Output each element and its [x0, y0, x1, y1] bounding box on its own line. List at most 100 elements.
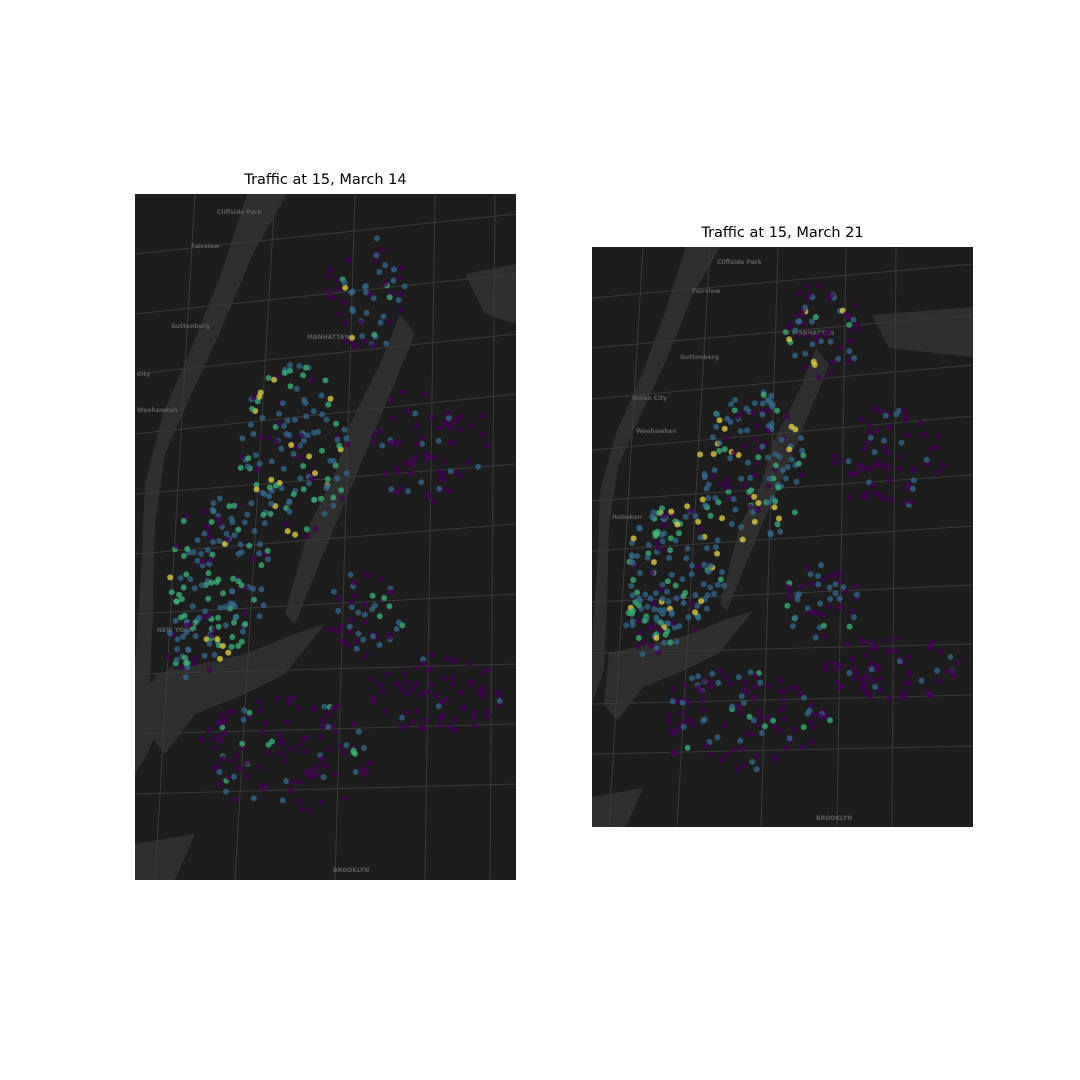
traffic-point — [727, 455, 734, 462]
traffic-point — [228, 643, 235, 650]
traffic-point — [377, 319, 384, 326]
traffic-point — [661, 513, 668, 520]
traffic-point — [701, 716, 708, 723]
traffic-point — [628, 552, 635, 559]
traffic-point — [389, 415, 396, 422]
traffic-point — [928, 445, 935, 452]
traffic-point — [407, 470, 414, 477]
traffic-point — [699, 496, 706, 503]
traffic-point — [333, 420, 340, 427]
traffic-point — [363, 289, 369, 296]
traffic-point — [216, 495, 223, 502]
traffic-point — [359, 333, 366, 340]
map-label: Guttenberg — [680, 354, 719, 361]
traffic-point — [256, 550, 263, 557]
traffic-point — [803, 282, 810, 289]
traffic-point — [353, 638, 360, 645]
traffic-point — [210, 500, 217, 507]
traffic-point — [408, 458, 415, 465]
traffic-point — [929, 638, 936, 645]
traffic-point — [644, 603, 651, 610]
traffic-point — [484, 666, 491, 673]
traffic-point — [832, 581, 839, 588]
traffic-point — [904, 432, 911, 439]
traffic-point — [352, 769, 359, 775]
traffic-point — [634, 553, 641, 559]
traffic-point — [659, 581, 666, 588]
traffic-point — [827, 603, 833, 610]
traffic-point — [231, 773, 238, 780]
traffic-point — [735, 674, 742, 681]
traffic-point — [701, 561, 708, 568]
traffic-point — [754, 506, 761, 513]
traffic-point — [299, 806, 306, 813]
traffic-point — [363, 309, 370, 316]
traffic-point — [671, 750, 678, 757]
traffic-point — [254, 398, 261, 405]
traffic-point — [276, 420, 283, 427]
traffic-point — [732, 506, 739, 513]
traffic-point — [361, 771, 368, 778]
traffic-point — [685, 614, 692, 621]
traffic-point — [802, 350, 809, 357]
traffic-point — [238, 638, 245, 645]
traffic-point — [666, 718, 673, 725]
traffic-point — [346, 623, 353, 630]
traffic-point — [325, 272, 332, 279]
traffic-point — [261, 785, 268, 792]
traffic-point — [764, 454, 771, 461]
traffic-point — [820, 622, 827, 629]
traffic-point — [426, 453, 433, 460]
traffic-point — [802, 304, 809, 311]
traffic-point — [437, 425, 444, 432]
traffic-point — [351, 579, 358, 586]
traffic-point — [668, 508, 675, 515]
traffic-point — [265, 556, 271, 563]
traffic-point — [304, 533, 311, 540]
traffic-point — [747, 503, 754, 510]
traffic-point — [191, 585, 198, 592]
traffic-point — [223, 788, 229, 795]
traffic-point — [338, 623, 345, 630]
traffic-point — [192, 655, 199, 662]
traffic-point — [306, 453, 313, 460]
traffic-point — [796, 318, 803, 325]
traffic-point — [303, 734, 309, 741]
traffic-point — [278, 445, 285, 452]
traffic-point — [178, 664, 185, 671]
traffic-point — [306, 773, 313, 780]
traffic-point — [216, 769, 223, 775]
traffic-point — [673, 595, 680, 602]
traffic-point — [203, 636, 210, 643]
traffic-point — [381, 595, 388, 601]
traffic-point — [334, 703, 341, 710]
map-label: MANHATTAN — [307, 334, 349, 341]
traffic-point — [797, 583, 804, 590]
traffic-point — [373, 235, 380, 242]
traffic-point — [708, 751, 715, 758]
traffic-point — [355, 609, 362, 616]
traffic-point — [376, 613, 383, 620]
traffic-point — [320, 774, 327, 781]
traffic-point — [808, 581, 814, 588]
traffic-point — [753, 766, 760, 773]
traffic-point — [719, 569, 726, 576]
traffic-point — [484, 442, 491, 449]
traffic-point — [822, 665, 829, 672]
traffic-point — [341, 426, 348, 433]
traffic-point — [774, 407, 781, 414]
traffic-point — [192, 633, 199, 640]
traffic-point — [679, 576, 686, 583]
traffic-point — [629, 592, 636, 599]
traffic-point — [812, 314, 819, 320]
traffic-point — [714, 411, 720, 418]
traffic-point — [870, 481, 877, 488]
traffic-point — [447, 468, 454, 475]
traffic-point — [861, 686, 868, 693]
traffic-point — [267, 510, 274, 517]
traffic-point — [323, 416, 330, 423]
traffic-point — [325, 401, 332, 408]
traffic-point — [266, 493, 273, 500]
traffic-point — [296, 363, 303, 369]
traffic-point — [444, 421, 451, 428]
